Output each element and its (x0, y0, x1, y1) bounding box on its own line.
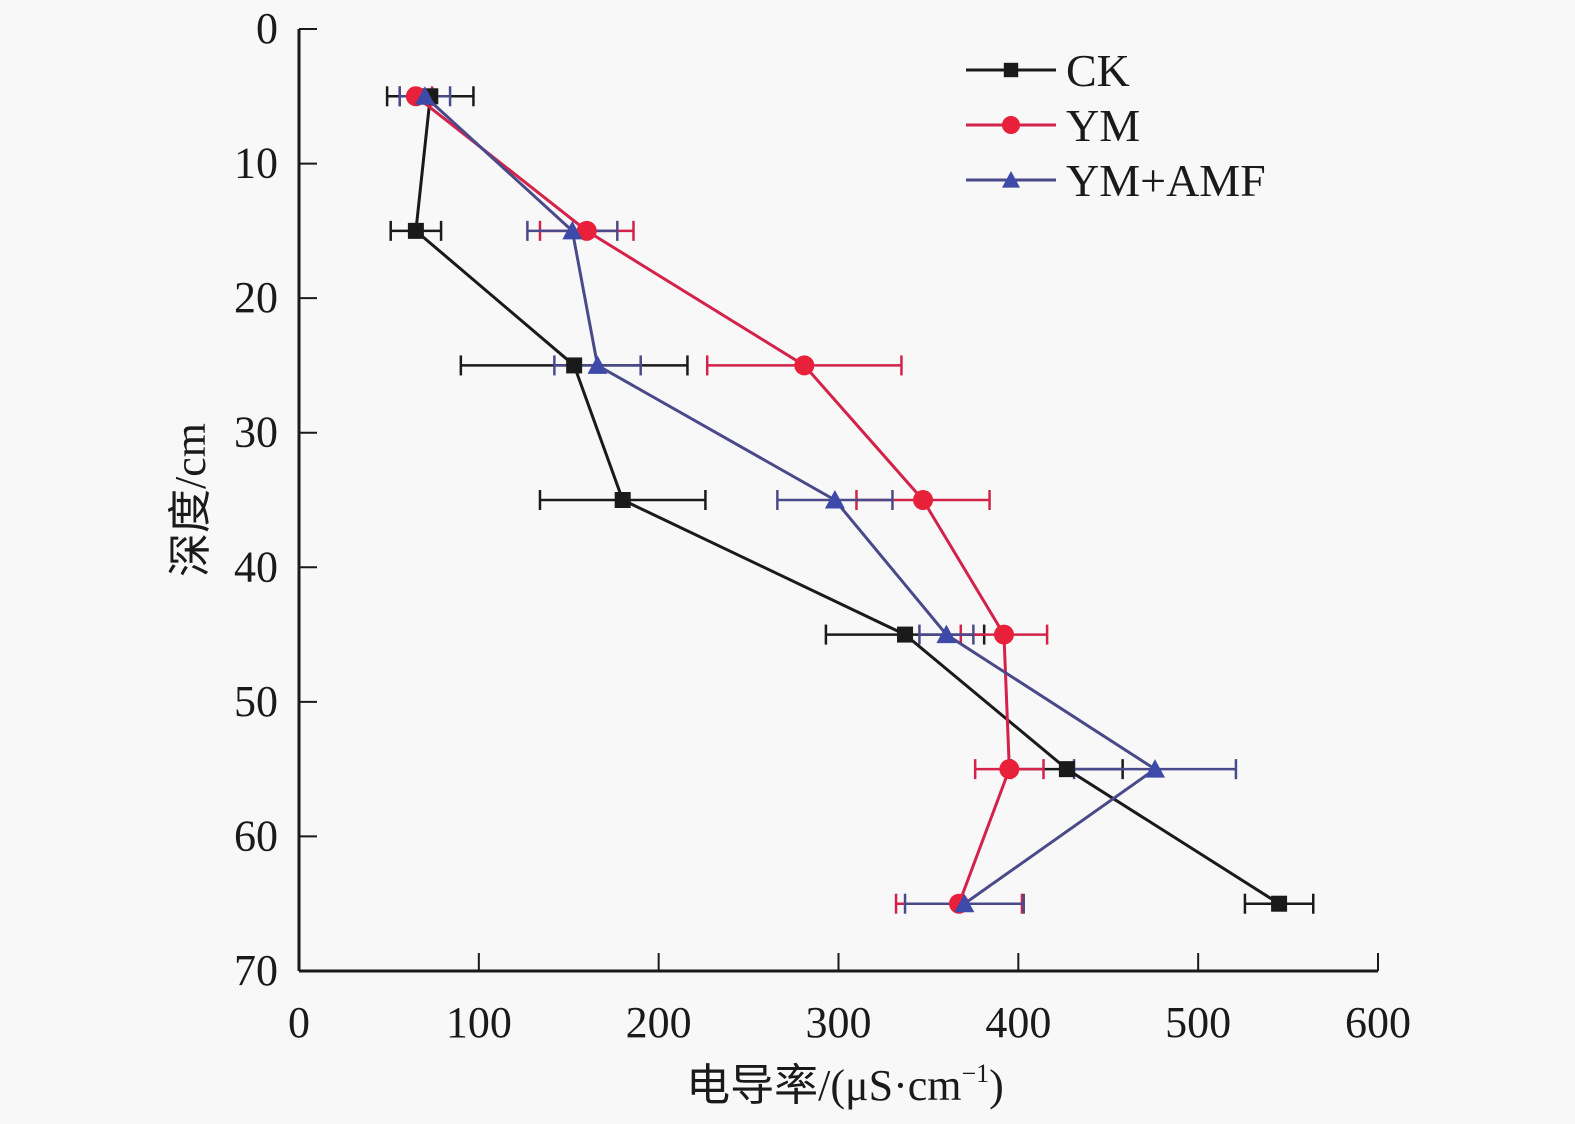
legend-marker-circle-icon (1002, 116, 1020, 134)
y-tick-label: 60 (234, 811, 278, 860)
data-point-ym-amf (954, 893, 975, 913)
series-ym-amf (414, 86, 1166, 913)
x-tick-label: 500 (1165, 998, 1231, 1047)
y-ticks: 0 10 20 30 40 50 60 70 (234, 4, 317, 995)
x-tick-label: 0 (288, 998, 310, 1047)
y-tick-label: 50 (234, 677, 278, 726)
data-point-ck (897, 626, 914, 643)
x-tick-label: 100 (446, 998, 512, 1047)
data-point-ym-amf (587, 355, 608, 374)
x-axis-title-sup: −1 (962, 1059, 990, 1088)
errorbars-ym-amf (398, 86, 1238, 914)
data-point-ym (794, 355, 815, 376)
data-point-ym-amf (824, 490, 845, 509)
y-tick-label: 10 (234, 139, 278, 188)
x-tick-label: 200 (626, 998, 692, 1047)
x-axis-title-main: 电导率/(μS·cm (686, 1061, 961, 1110)
y-tick-label: 20 (234, 273, 278, 322)
x-tick-label: 300 (806, 998, 872, 1047)
y-tick-label: 0 (256, 4, 278, 53)
series-ck (407, 88, 1288, 912)
errorbars-ym (398, 86, 1049, 914)
data-point-ck (614, 492, 631, 508)
series-ym (405, 86, 1020, 914)
data-point-ym-amf (562, 220, 583, 240)
series-layer (385, 86, 1315, 914)
legend-label: YM+AMF (1066, 155, 1266, 206)
data-point-ck (1271, 895, 1288, 912)
legend-item-ck: CK (966, 45, 1130, 96)
x-axis-title-close: ) (989, 1061, 1004, 1110)
data-point-ck (566, 357, 583, 374)
x-tick-label: 600 (1345, 998, 1411, 1047)
data-point-ym-amf (936, 624, 957, 644)
data-point-ym (999, 759, 1020, 780)
y-axis-title: 深度/cm (166, 423, 215, 577)
x-tick-label: 400 (985, 998, 1051, 1047)
data-point-ym (993, 624, 1014, 645)
legend-label: CK (1066, 45, 1130, 96)
data-point-ym-amf (414, 86, 435, 105)
x-axis-title: 电导率/(μS·cm−1) (686, 1059, 1004, 1110)
legend-item-ym-amf: YM+AMF (966, 155, 1266, 206)
legend-marker-triangle-icon (1002, 171, 1020, 188)
data-point-ym-amf (1145, 759, 1166, 778)
data-point-ym (913, 490, 934, 510)
y-tick-label: 40 (234, 542, 278, 591)
data-point-ym (576, 220, 597, 241)
data-point-ck (407, 222, 424, 239)
legend-label: YM (1066, 100, 1140, 151)
x-ticks: 0 100 200 300 400 500 600 (288, 953, 1411, 1047)
y-tick-label: 70 (234, 946, 278, 995)
legend-marker-square-icon (1003, 62, 1019, 78)
data-point-ck (1058, 761, 1075, 778)
y-tick-label: 30 (234, 408, 278, 457)
legend-item-ym: YM (966, 100, 1140, 151)
